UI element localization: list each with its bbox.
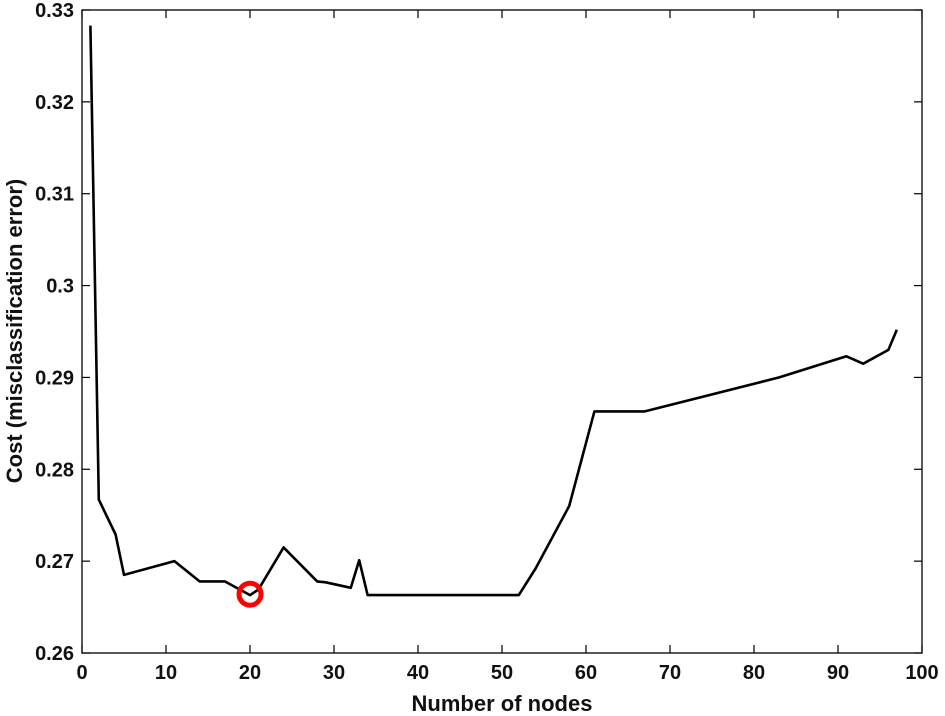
y-axis-title: Cost (misclassification error) — [2, 179, 27, 483]
x-tick-label: 0 — [76, 662, 87, 684]
highlight-layer — [236, 580, 264, 608]
y-tick-label: 0.33 — [35, 0, 74, 22]
x-tick-label: 20 — [239, 662, 261, 684]
x-axis: 0 10 20 30 40 50 60 70 80 90 100 — [76, 10, 939, 684]
x-tick-label: 100 — [905, 662, 938, 684]
series-layer — [89, 25, 899, 597]
x-tick-label: 40 — [407, 662, 429, 684]
y-tick-label: 0.31 — [35, 184, 74, 206]
minimum-marker — [236, 580, 264, 608]
x-tick-label: 10 — [155, 662, 177, 684]
x-tick-label: 60 — [575, 662, 597, 684]
y-tick-label: 0.27 — [35, 551, 74, 573]
x-axis-title: Number of nodes — [412, 691, 593, 716]
series-line — [89, 25, 899, 597]
x-tick-label: 80 — [743, 662, 765, 684]
x-tick-label: 50 — [491, 662, 513, 684]
y-tick-label: 0.26 — [35, 643, 74, 665]
y-tick-label: 0.3 — [46, 276, 74, 298]
x-tick-label: 70 — [659, 662, 681, 684]
y-tick-label: 0.28 — [35, 459, 74, 481]
y-tick-label: 0.29 — [35, 367, 74, 389]
x-tick-label: 30 — [323, 662, 345, 684]
plot-area — [81, 9, 923, 654]
y-axis: 0.26 0.27 0.28 0.29 0.3 0.31 0.32 0.33 — [35, 0, 922, 665]
x-tick-label: 90 — [827, 662, 849, 684]
y-tick-label: 0.32 — [35, 92, 74, 114]
